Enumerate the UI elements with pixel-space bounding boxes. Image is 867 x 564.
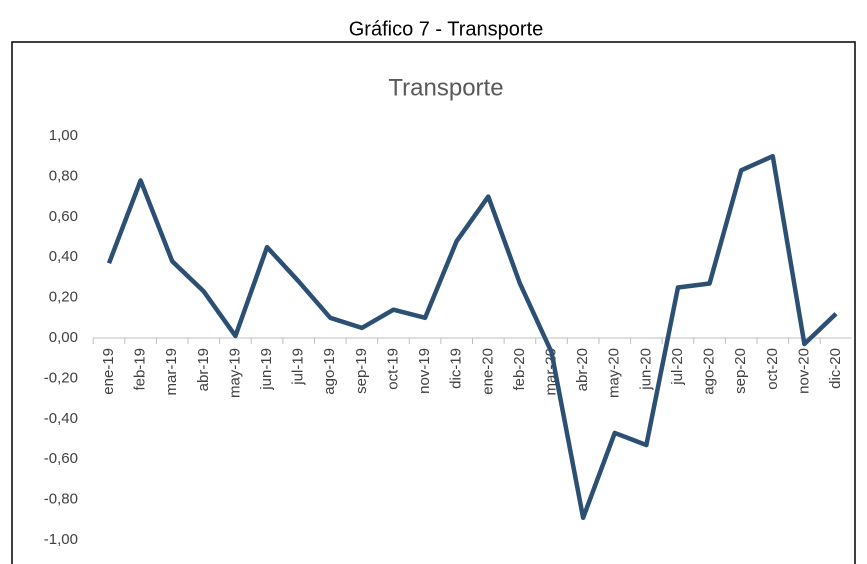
x-tick-label: ago-20 — [701, 348, 718, 395]
x-tick-label: jun-19 — [258, 348, 275, 391]
y-tick-label: 0,00 — [49, 329, 78, 346]
x-tick-label: abr-19 — [195, 348, 212, 391]
frame — [11, 41, 856, 564]
y-tick-label: 0,60 — [49, 208, 78, 225]
x-tick-label: dic-20 — [827, 348, 844, 389]
y-tick-label: 0,80 — [49, 167, 78, 184]
x-tick-label: dic-19 — [448, 348, 465, 389]
x-tick-label: ene-19 — [100, 348, 117, 395]
x-tick-label: oct-19 — [384, 348, 401, 390]
x-tick-label: may-20 — [606, 348, 623, 398]
line-series — [106, 153, 838, 521]
x-tick-label: jul-20 — [669, 348, 686, 386]
x-tick-label: jun-20 — [637, 348, 654, 391]
y-tick-label: -0,20 — [44, 369, 78, 386]
y-tick-label: 0,40 — [49, 248, 78, 265]
y-tick-label: -0,60 — [44, 450, 78, 467]
x-tick-label: ago-19 — [321, 348, 338, 395]
x-tick-label: nov-20 — [795, 348, 812, 394]
caption: Gráfico 7 - Transporte — [349, 18, 544, 40]
x-tick-label: nov-19 — [416, 348, 433, 394]
y-tick-label: -0,40 — [44, 410, 78, 427]
x-tick-label: sep-20 — [732, 348, 749, 394]
x-tick-label: oct-20 — [764, 348, 781, 390]
x-tick-label: feb-19 — [132, 348, 149, 391]
x-tick-label: sep-19 — [353, 348, 370, 394]
x-tick-label: ene-20 — [479, 348, 496, 395]
y-tick-label: -1,00 — [44, 531, 78, 548]
y-tick-label: -0,80 — [44, 491, 78, 508]
x-tick-label: feb-20 — [511, 348, 528, 391]
x-tick-label: mar-19 — [163, 348, 180, 396]
y-tick-label: 1,00 — [49, 127, 78, 144]
x-tick-label: abr-20 — [574, 348, 591, 391]
y-tick-label: 0,20 — [49, 289, 78, 306]
x-tick-label: jul-19 — [290, 348, 307, 386]
x-tick-label: may-19 — [226, 348, 243, 398]
chart-title: Transporte — [388, 74, 503, 101]
